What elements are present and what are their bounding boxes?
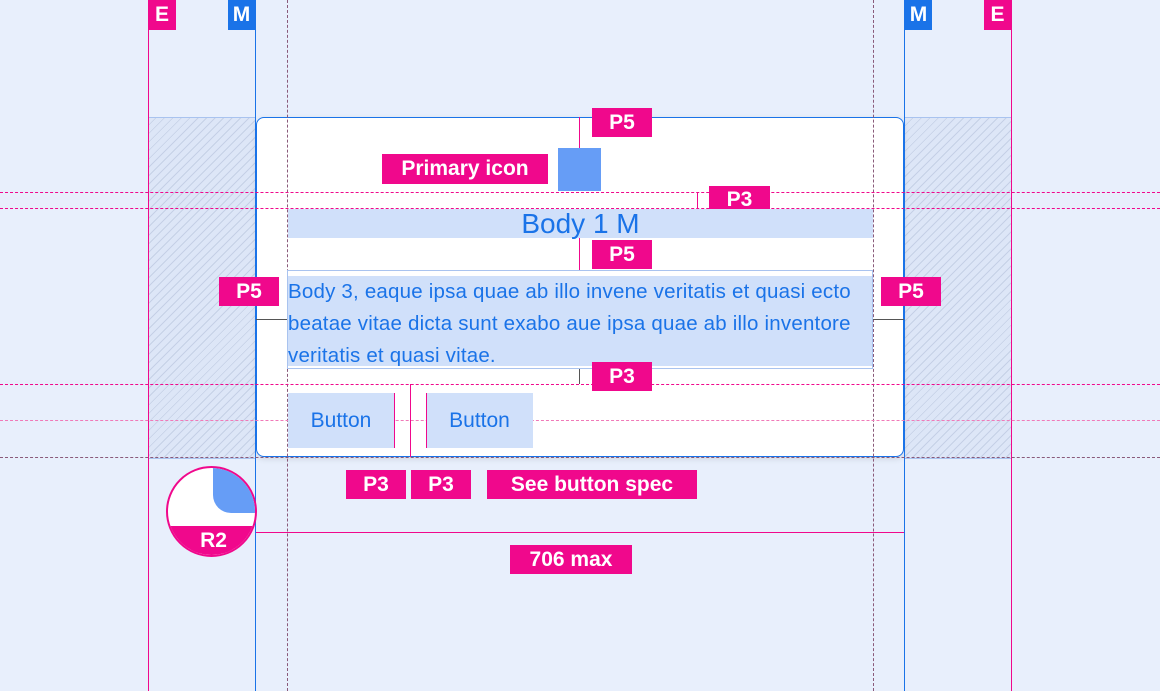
- card-bottom-guide: [0, 457, 1160, 458]
- max-width-label: 706 max: [510, 545, 632, 574]
- spacing-line: [410, 384, 411, 457]
- radius-label: R2: [168, 526, 255, 555]
- primary-icon-label: Primary icon: [382, 154, 548, 184]
- margin-label-right: M: [905, 0, 932, 30]
- spacing-label-p3-button-right: P3: [411, 470, 471, 499]
- baseline-guide: [0, 208, 1160, 209]
- spacing-line: [426, 393, 427, 448]
- edge-label-right: E: [984, 0, 1011, 30]
- spacing-line: [873, 319, 904, 320]
- spacing-label-p5-left: P5: [219, 277, 279, 306]
- spacing-line: [394, 393, 395, 448]
- card-body-text: Body 3, eaque ipsa quae ab illo invene v…: [287, 270, 873, 369]
- card-title: Body 1 M: [288, 209, 873, 238]
- radius-callout: R2: [166, 466, 257, 557]
- button-1[interactable]: Button: [288, 393, 394, 448]
- edge-guide-left: [148, 0, 149, 691]
- spacing-label-p3-button-left: P3: [346, 470, 406, 499]
- spacing-line: [256, 319, 287, 320]
- spacing-label-p5-right: P5: [881, 277, 941, 306]
- content-guide-right: [873, 0, 874, 691]
- spacing-line: [579, 369, 580, 384]
- baseline-guide: [0, 192, 1160, 193]
- button-spec-label: See button spec: [487, 470, 697, 499]
- spacing-line: [579, 238, 580, 270]
- spacing-line: [579, 117, 580, 148]
- margin-guide-left: [255, 0, 256, 691]
- margin-guide-right: [904, 0, 905, 691]
- spacing-label-p5-title: P5: [592, 240, 652, 269]
- margin-label-left: M: [228, 0, 255, 30]
- spacing-label-p5-top: P5: [592, 108, 652, 137]
- spacing-label-p3-body: P3: [592, 362, 652, 391]
- primary-icon: [558, 148, 601, 191]
- corner-radius-icon: [213, 468, 255, 513]
- edge-label-left: E: [148, 0, 176, 30]
- baseline-guide: [0, 420, 1160, 421]
- baseline-guide: [0, 384, 1160, 385]
- max-width-line: [256, 532, 904, 533]
- spacing-line: [697, 192, 698, 208]
- edge-guide-right: [1011, 0, 1012, 691]
- body-text: Body 3, eaque ipsa quae ab illo invene v…: [288, 276, 872, 367]
- button-2[interactable]: Button: [426, 393, 533, 448]
